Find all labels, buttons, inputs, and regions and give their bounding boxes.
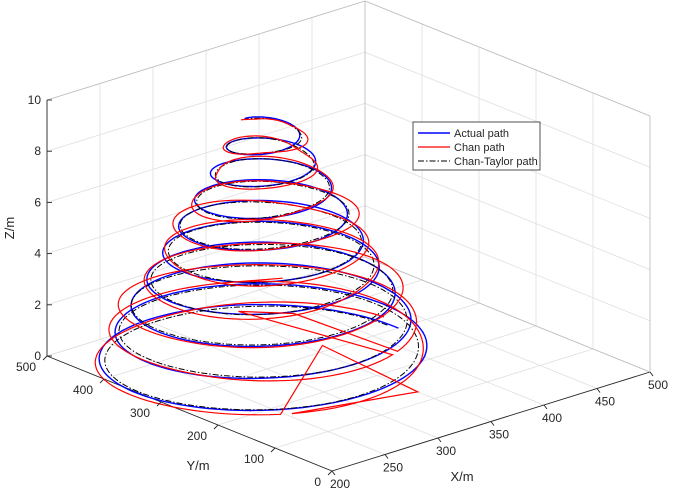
x-tick-label: 350 [489,428,509,442]
gridline-floor-y [217,325,537,426]
x-tick-label: 300 [436,444,456,458]
x-tick-mark [384,454,389,459]
legend-label-chan-taylor: Chan-Taylor path [454,156,538,168]
gridline-backwall-z [46,205,366,306]
box-edge [364,256,651,373]
y-tick-mark [327,470,333,476]
z-axis-label: Z/m [2,217,17,239]
x-tick-label: 500 [648,378,668,392]
y-tick-mark [99,378,105,384]
gridline-floor-y [160,302,480,403]
y-tick-label: 500 [16,360,36,374]
x-tick-mark [437,437,442,443]
gridline-floor-x [258,289,545,406]
x-tick-mark [596,388,601,393]
z-tick-label: 2 [34,298,41,312]
gridline-backwall-z [46,51,366,152]
z-tick-label: 8 [34,144,41,158]
legend-box [412,121,541,171]
gridline-floor-x [205,306,492,422]
x-tick-label: 250 [383,461,403,475]
x-tick-mark [649,371,654,377]
series-chan-path [94,118,424,416]
y-tick-label: 400 [73,383,93,397]
y-tick-mark [213,424,219,430]
gridline-backwall-z [46,256,366,357]
x-tick-mark [490,421,495,426]
y-tick-mark [156,401,162,407]
series-chan-taylor-path [104,117,420,411]
gridline-backwall-z [46,154,366,254]
legend: Actual path Chan path Chan-Taylor path [412,121,541,171]
z-tick-label: 4 [34,247,41,261]
y-axis-label: Y/m [186,458,209,473]
y-tick-mark [270,447,276,453]
y-tick-label: 0 [314,475,321,489]
z-tick-label: 10 [28,93,42,107]
z-tick-label: 0 [34,349,41,363]
y-tick-label: 100 [244,452,264,466]
gridline-rightwall-z [364,51,651,168]
series-actual-path [98,116,428,412]
tick-labels: 2002503003504004505000100200300400500024… [16,93,668,491]
x-axis-label: X/m [450,469,473,484]
gridline-backwall-z [46,103,366,203]
x-tick-mark [331,470,336,476]
box-edge [364,0,651,117]
y-tick-mark [42,355,48,361]
z-tick-label: 6 [34,195,41,209]
x-tick-mark [543,404,548,410]
x-tick-label: 400 [542,411,562,425]
gridline-rightwall-z [364,205,651,322]
box-edge [46,0,366,101]
x-tick-label: 200 [330,477,350,491]
series-layer [94,116,428,416]
legend-label-actual: Actual path [454,128,509,140]
y-tick-label: 300 [130,406,150,420]
y-axis-line [46,355,333,472]
y-tick-label: 200 [187,429,207,443]
legend-label-chan: Chan path [454,142,505,154]
gridline-rightwall-z [364,154,651,270]
x-tick-label: 450 [595,395,615,409]
gridline-floor-y [274,348,594,449]
